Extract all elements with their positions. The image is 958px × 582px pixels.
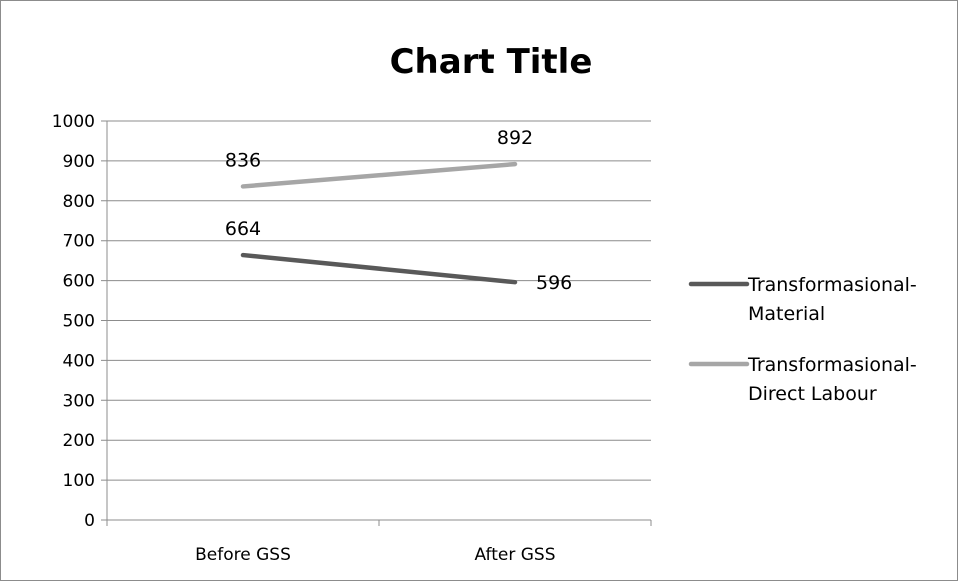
data-label: 892: [497, 127, 533, 149]
y-tick-label: 0: [84, 511, 95, 531]
x-tick-label: Before GSS: [195, 545, 291, 565]
legend: Transformasional- Material Transformasiona…: [688, 274, 917, 405]
y-tick-label: 700: [63, 232, 95, 252]
gridlines: [101, 120, 652, 526]
y-tick-label: 500: [63, 312, 95, 332]
y-tick-label: 800: [63, 192, 95, 212]
y-tick-label: 1000: [52, 112, 95, 132]
series-line-2: [240, 161, 518, 189]
y-tick-label: 100: [63, 471, 95, 491]
y-tick-label: 900: [63, 152, 95, 172]
x-axis-ticks: Before GSS After GSS: [195, 545, 555, 565]
data-labels: 664 596 836 892: [225, 127, 572, 294]
y-tick-label: 600: [63, 272, 95, 292]
chart-title: Chart Title: [390, 42, 593, 82]
legend-label: Material: [748, 303, 825, 325]
data-label: 596: [536, 272, 572, 294]
y-tick-label: 300: [63, 391, 95, 411]
series-lines: [240, 161, 518, 285]
data-label: 664: [225, 218, 261, 240]
y-tick-label: 400: [63, 351, 95, 371]
legend-label: Direct Labour: [748, 383, 877, 405]
legend-label: Transformasional-: [747, 274, 917, 296]
y-tick-label: 200: [63, 431, 95, 451]
x-tick-label: After GSS: [475, 545, 556, 565]
data-label: 836: [225, 149, 261, 171]
series-line-1: [240, 252, 518, 285]
y-axis-ticks: 0 100 200 300 400 500 600 700 800 900 1000: [52, 112, 95, 531]
legend-label: Transformasional-: [747, 354, 917, 376]
